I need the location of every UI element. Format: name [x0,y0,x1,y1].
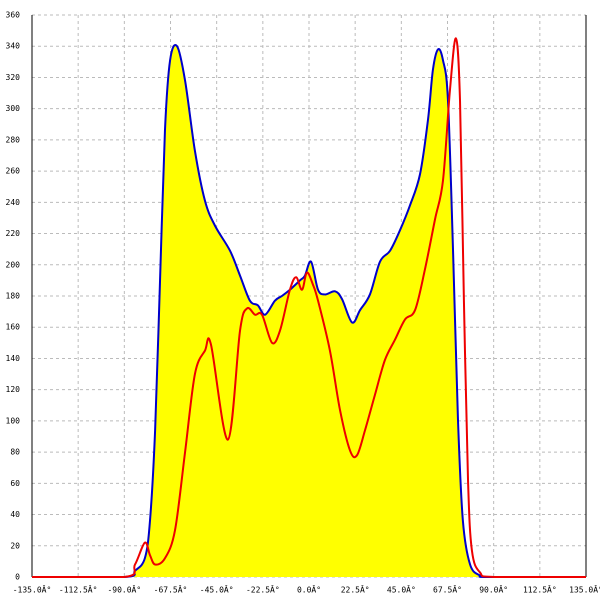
x-tick-label: -135.0Â° [13,584,52,595]
x-tick-label: -22.5Â° [246,584,280,595]
area-fill [32,45,586,577]
y-tick-label: 280 [6,135,21,144]
x-tick-label: -112.5Â° [59,584,98,595]
line [32,37,586,579]
y-tick-label: 200 [6,260,21,269]
y-tick-label: 240 [6,198,21,207]
y-tick-label: 300 [6,104,21,113]
y-tick-label: 20 [10,541,20,550]
x-tick-label: -67.5Â° [154,584,188,595]
y-tick-label: 40 [10,510,20,519]
x-tick-label: 22.5Â° [341,584,370,595]
x-tick-label: 0.0Â° [297,584,321,595]
y-tick-label: 100 [6,416,21,425]
line [32,44,586,579]
y-tick-label: 0 [15,573,20,582]
y-tick-label: 260 [6,167,21,176]
y-tick-label: 60 [10,479,20,488]
y-tick-label: 160 [6,323,21,332]
y-tick-label: 80 [10,448,20,457]
x-tick-label: -90.0Â° [107,584,141,595]
x-tick-label: 135.0Â° [569,584,600,595]
x-tick-label: -45.0Â° [200,584,234,595]
x-tick-label: 90.0Â° [479,584,508,595]
y-tick-label: 360 [6,11,21,20]
y-tick-label: 140 [6,354,21,363]
x-tick-label: 45.0Â° [387,584,416,595]
x-tick-label: 67.5Â° [433,584,462,595]
y-tick-label: 120 [6,385,21,394]
y-tick-label: 320 [6,73,21,82]
y-tick-label: 180 [6,292,21,301]
y-tick-label: 220 [6,229,21,238]
x-tick-label: 112.5Â° [523,584,557,595]
y-tick-label: 340 [6,42,21,51]
